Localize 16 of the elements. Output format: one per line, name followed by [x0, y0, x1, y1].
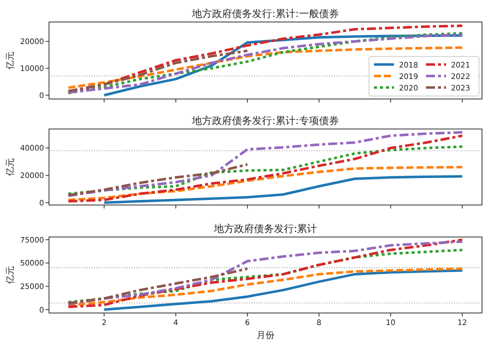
line-series	[102, 175, 464, 204]
y-axis-title: 亿元	[5, 158, 16, 177]
line-series	[67, 267, 249, 304]
chart-title: 地方政府债务发行:累计	[212, 223, 318, 235]
line-series	[67, 145, 464, 196]
line-series	[67, 267, 464, 306]
y-axis-title: 亿元	[5, 266, 16, 285]
line-series	[67, 50, 249, 92]
chart-title: 地方政府债务发行:累计:专项债券	[191, 115, 339, 127]
x-axis-title: 月份	[256, 330, 274, 340]
line-series	[67, 166, 464, 202]
y-axis-title: 亿元	[5, 52, 16, 70]
line-series	[67, 163, 249, 196]
line-series	[67, 248, 464, 304]
chart-title: 地方政府债务发行:累计:一般债券	[191, 8, 339, 20]
line-series	[102, 269, 464, 311]
